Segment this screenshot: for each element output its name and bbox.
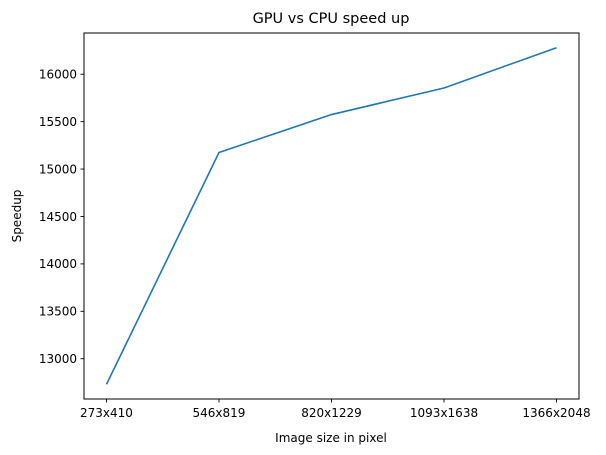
y-tick-label: 14500 (39, 210, 77, 224)
y-axis-label: Speedup (10, 190, 24, 243)
x-tick-label: 546x819 (193, 406, 246, 420)
y-tick-label: 16000 (39, 68, 77, 82)
x-tick-label: 1366x2048 (522, 406, 590, 420)
series-line (105, 46, 557, 385)
chart-title: GPU vs CPU speed up (253, 11, 410, 27)
x-tick-label: 1093x1638 (410, 406, 478, 420)
x-tick-label: 820x1229 (301, 406, 362, 420)
y-tick-label: 14000 (39, 257, 77, 271)
y-axis: 13000 13500 14000 14500 15000 15500 16000 (39, 68, 84, 366)
x-tick-label: 273x410 (80, 406, 133, 420)
x-axis: 273x410 546x819 820x1229 1093x1638 1366x2048 (80, 399, 591, 420)
y-tick-label: 13000 (39, 352, 77, 366)
series-layer (105, 46, 557, 385)
x-axis-label: Image size in pixel (275, 431, 387, 445)
y-tick-label: 15500 (39, 115, 77, 129)
y-tick-label: 13500 (39, 305, 77, 319)
y-tick-label: 15000 (39, 162, 77, 176)
